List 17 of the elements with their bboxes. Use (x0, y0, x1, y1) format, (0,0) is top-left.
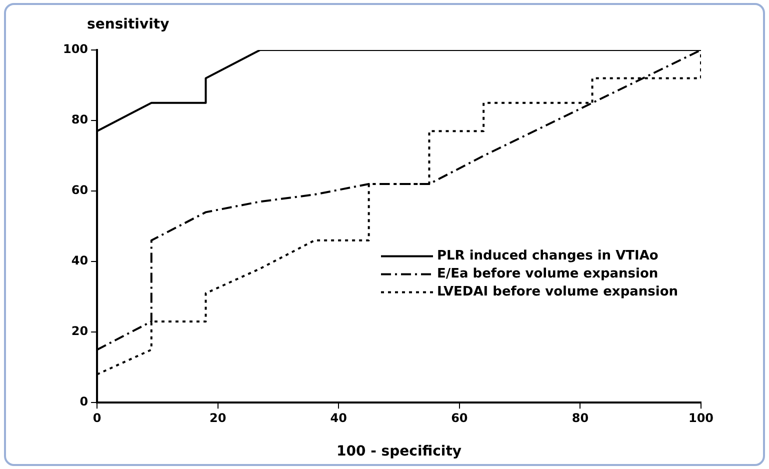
x-tick-label: 0 (92, 410, 102, 425)
y-axis-title: sensitivity (87, 16, 170, 33)
legend-label: E/Ea before volume expansion (437, 266, 658, 282)
x-tick-label: 100 (688, 410, 714, 425)
y-tick-label: 80 (71, 112, 88, 127)
x-tick-label: 40 (330, 410, 347, 425)
legend-label: LVEDAI before volume expansion (437, 284, 678, 300)
y-tick-label: 40 (71, 254, 88, 268)
y-tick-label: 20 (71, 324, 88, 338)
x-tick-label: 80 (572, 410, 589, 425)
y-tick-label: 60 (71, 183, 88, 198)
legend-label: PLR induced changes in VTIAo (437, 248, 658, 264)
x-tick-label: 20 (209, 410, 226, 425)
x-axis-title: 100 - specificity (336, 444, 462, 460)
y-tick-label: 0 (80, 394, 88, 409)
y-tick-label: 100 (62, 42, 88, 56)
x-tick-label: 60 (451, 410, 468, 425)
